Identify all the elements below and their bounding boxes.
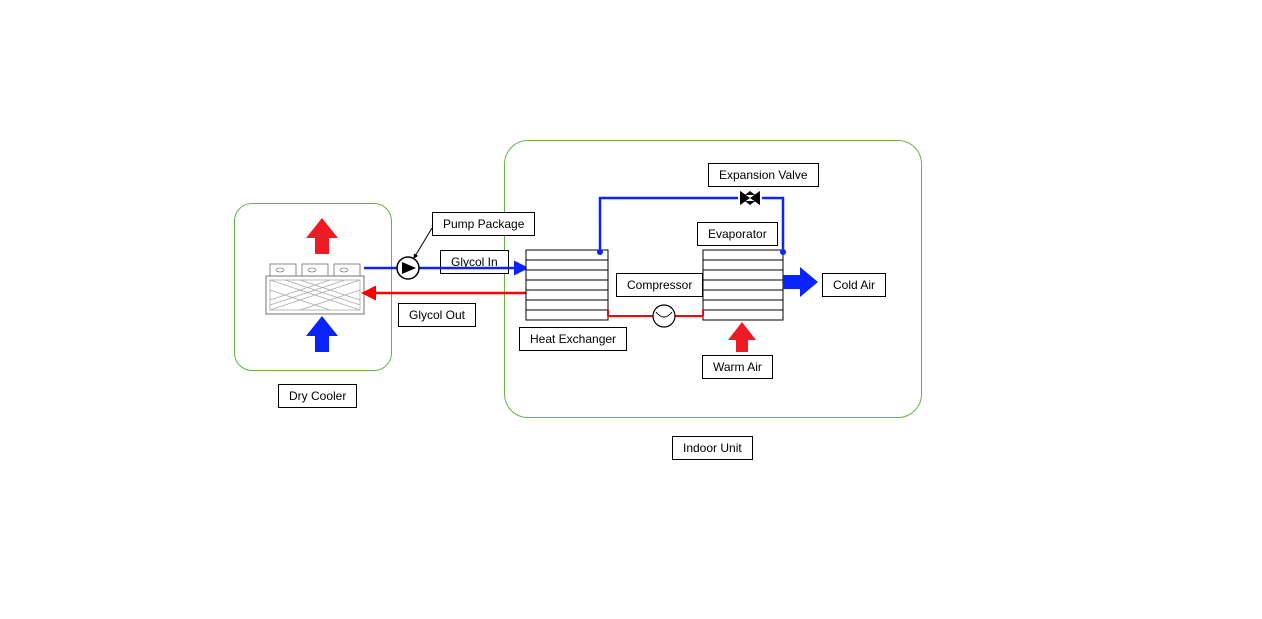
cold-air-label: Cold Air — [822, 273, 886, 297]
compressor-label: Compressor — [616, 273, 703, 297]
indoor-unit-label: Indoor Unit — [672, 436, 753, 460]
glycol-out-label: Glycol Out — [398, 303, 476, 327]
heat-exchanger-label: Heat Exchanger — [519, 327, 627, 351]
evaporator-label: Evaporator — [697, 222, 778, 246]
pump-package-label: Pump Package — [432, 212, 535, 236]
pump-icon — [397, 257, 419, 279]
pump-callout-line — [414, 228, 432, 258]
warm-air-label: Warm Air — [702, 355, 773, 379]
dry-cooler-container — [234, 203, 392, 371]
expansion-valve-label: Expansion Valve — [708, 163, 819, 187]
glycol-in-label: Glycol In — [440, 250, 509, 274]
dry-cooler-label: Dry Cooler — [278, 384, 357, 408]
